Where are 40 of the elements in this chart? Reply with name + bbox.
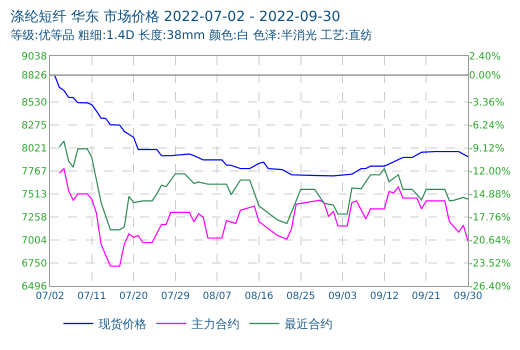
line-series xyxy=(58,168,468,267)
x-tick-label: 08/16 xyxy=(244,291,274,302)
y-tick-label: 8530 xyxy=(22,97,47,108)
y2-tick-label: -17.76% xyxy=(469,212,511,224)
chart-title: 涤纶短纤 华东 市场价格 2022-07-02 - 2022-09-30 xyxy=(10,9,340,25)
y2-tick-label: 2.40% xyxy=(469,52,501,62)
y-tick-label: 7004 xyxy=(22,236,47,247)
y-tick-label: 8021 xyxy=(22,144,47,155)
y2-tick-label: -14.88% xyxy=(469,190,511,200)
y2-tick-label: -26.40% xyxy=(469,282,511,292)
y-tick-label: 7513 xyxy=(22,189,47,200)
y2-tick-label: -20.64% xyxy=(469,236,511,246)
x-tick-label: 07/02 xyxy=(36,291,64,302)
legend-label: 现货价格 xyxy=(98,317,146,332)
y2-tick-label: -3.36% xyxy=(469,98,504,108)
y-tick-label: 6496 xyxy=(22,282,47,292)
y-tick-label: 7258 xyxy=(22,212,47,224)
x-tick-label: 08/25 xyxy=(286,291,316,302)
x-tick-label: 09/30 xyxy=(454,291,482,302)
x-tick-label: 07/20 xyxy=(119,291,148,302)
y-tick-label: 9038 xyxy=(22,52,47,62)
chart-subtitle: 等级:优等品 粗细:1.4D 长度:38mm 颜色:白 色泽:半消光 工艺:直纺 xyxy=(10,28,373,42)
x-tick-label: 07/11 xyxy=(77,291,106,302)
x-tick-label: 08/07 xyxy=(202,291,232,302)
y2-tick-label: -6.24% xyxy=(469,120,504,132)
x-tick-label: 09/12 xyxy=(370,291,399,302)
legend-label: 最近合约 xyxy=(284,317,332,332)
y2-tick-label: 0.00% xyxy=(469,70,501,82)
y-tick-label: 7767 xyxy=(22,166,47,178)
y-tick-label: 6750 xyxy=(22,258,47,270)
y-tick-label: 8826 xyxy=(22,70,47,82)
x-tick-label: 09/03 xyxy=(328,291,358,302)
y2-tick-label: -23.52% xyxy=(469,258,511,270)
x-tick-label: 07/29 xyxy=(160,291,190,302)
y2-tick-label: -9.12% xyxy=(469,144,504,154)
x-tick-label: 09/21 xyxy=(412,291,441,302)
y2-tick-label: -12.00% xyxy=(469,166,511,178)
line-series xyxy=(58,140,468,230)
legend-label: 主力合约 xyxy=(191,317,240,332)
y-tick-label: 8275 xyxy=(22,120,47,132)
